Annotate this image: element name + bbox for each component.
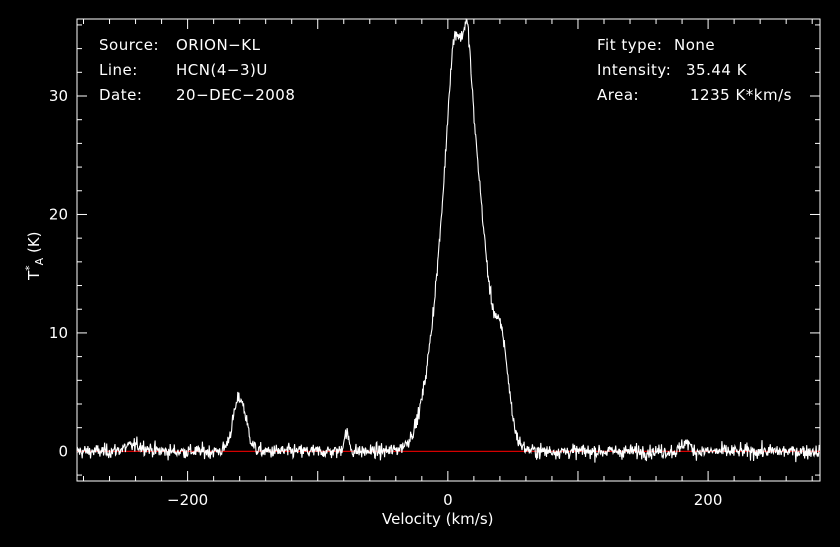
x-tick-label: 200	[694, 491, 723, 509]
y-axis-label-main: T	[25, 270, 43, 280]
axis-ticks	[77, 19, 820, 481]
area-value: 1235 K*km/s	[690, 86, 792, 104]
fit-type-label: Fit type:	[597, 36, 663, 54]
y-tick-label: 20	[49, 205, 68, 223]
tick-labels: −200 0 200 0 10 20 30	[49, 87, 723, 509]
date-value: 20−DEC−2008	[176, 86, 296, 104]
date-label: Date:	[99, 86, 143, 104]
x-axis-label: Velocity (km/s)	[382, 510, 494, 528]
y-axis-label-sub: A	[33, 257, 46, 266]
y-axis-label-unit: (K)	[25, 231, 43, 258]
intensity-value: 35.44 K	[686, 61, 748, 79]
plot-frame	[76, 18, 821, 482]
y-tick-label: 30	[49, 87, 68, 105]
intensity-label: Intensity:	[597, 61, 672, 79]
source-value: ORION−KL	[176, 36, 261, 54]
x-tick-label: 0	[443, 491, 453, 509]
area-label: Area:	[597, 86, 640, 104]
spectrum-line	[76, 18, 821, 463]
source-label: Source:	[99, 36, 160, 54]
y-tick-label: 0	[58, 442, 68, 460]
line-label: Line:	[99, 61, 138, 79]
line-value: HCN(4−3)U	[176, 61, 268, 79]
y-axis-label-sup: *	[23, 265, 36, 271]
y-tick-label: 10	[49, 324, 68, 342]
fit-type-value: None	[674, 36, 716, 54]
y-axis-label: T*A (K)	[23, 231, 46, 280]
x-tick-label: −200	[167, 491, 208, 509]
